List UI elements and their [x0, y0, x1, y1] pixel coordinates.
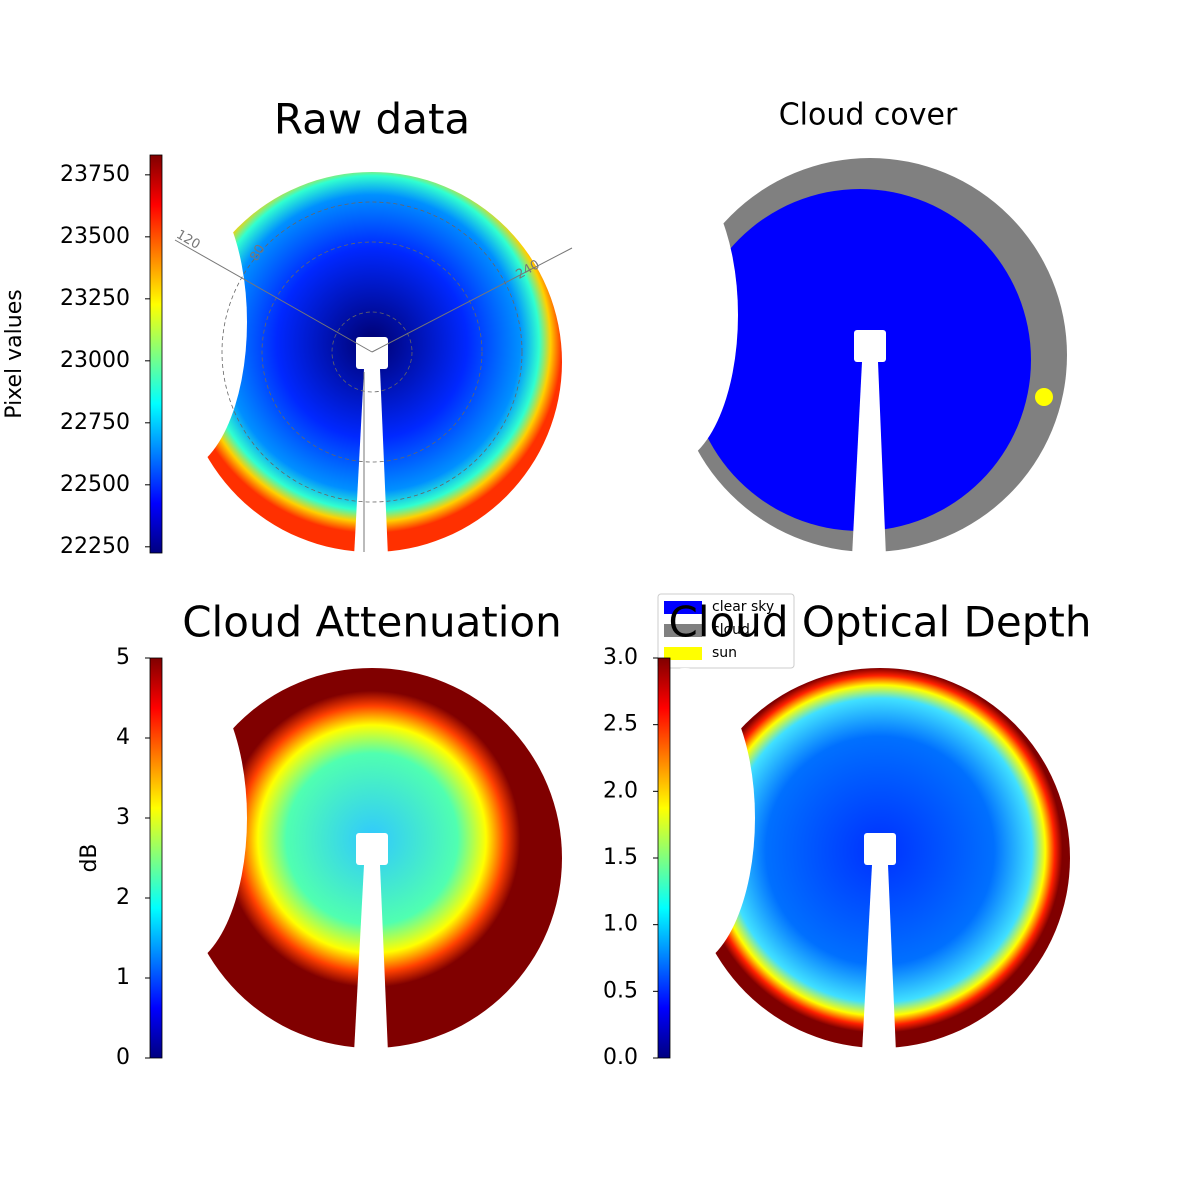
mast-head — [864, 833, 896, 865]
legend-label: clear sky — [712, 599, 774, 615]
mast — [852, 362, 886, 557]
mast-head — [356, 337, 388, 369]
legend-swatch — [664, 601, 702, 614]
colorbar-tick-label: 4 — [116, 725, 130, 750]
legend-label: cloud — [712, 622, 750, 638]
sky-image — [107, 172, 573, 557]
colorbar-tick-label: 3.0 — [603, 645, 638, 670]
colorbar-tick-label: 3 — [116, 805, 130, 830]
polar-label: 80 — [247, 242, 268, 264]
polar-grid — [331, 311, 413, 393]
obstruction — [598, 165, 738, 465]
legend-label: sun — [712, 645, 737, 661]
colorbar-tick-label: 2.5 — [603, 712, 638, 737]
mast — [354, 865, 388, 1053]
colorbar-tick-label: 1.5 — [603, 845, 638, 870]
colorbar-label: dB — [77, 843, 102, 872]
sun-marker — [1035, 388, 1053, 406]
polar-axis — [371, 247, 573, 353]
colorbar-tick-label: 0 — [116, 1045, 130, 1070]
legend-swatch — [664, 647, 702, 660]
sky-image — [615, 668, 1070, 1053]
panel-title: Cloud Optical Depth — [669, 598, 1092, 647]
colorbar-tick-label: 5 — [116, 645, 130, 670]
colorbar-tick-label: 22750 — [60, 410, 130, 435]
panel-title: Raw data — [274, 95, 470, 144]
sky-image — [107, 668, 562, 1053]
colorbar — [657, 657, 671, 1059]
sky-image — [598, 158, 1067, 557]
mast-head — [356, 833, 388, 865]
mast — [354, 369, 388, 557]
colorbar-tick-label: 0.0 — [603, 1045, 638, 1070]
colorbar-tick-label: 2 — [116, 885, 130, 910]
obstruction — [107, 668, 247, 968]
colorbar-tick-label: 1 — [116, 965, 130, 990]
obstruction — [107, 172, 247, 472]
polar-grid — [221, 201, 523, 503]
colorbar-tick-label: 2.0 — [603, 778, 638, 803]
colorbar — [149, 154, 163, 554]
colorbar-tick-label: 22250 — [60, 534, 130, 559]
legend: clear sky cloud sun — [657, 593, 795, 669]
panel-title: Cloud Attenuation — [182, 598, 562, 647]
colorbar — [149, 657, 163, 1059]
polar-grid — [261, 241, 483, 463]
colorbar-label: Pixel values — [2, 289, 27, 418]
colorbar-tick-label: 23000 — [60, 348, 130, 373]
colorbar-tick-label: 23750 — [60, 162, 130, 187]
mast-head — [854, 330, 886, 362]
colorbar-tick-label: 23250 — [60, 286, 130, 311]
mast — [862, 865, 896, 1053]
colorbar-tick-label: 22500 — [60, 472, 130, 497]
colorbar-tick-label: 0.5 — [603, 978, 638, 1003]
colorbar-tick-label: 23500 — [60, 224, 130, 249]
panel-title: Cloud cover — [779, 98, 958, 133]
polar-axis — [174, 239, 373, 353]
colorbar-tick-label: 1.0 — [603, 912, 638, 937]
obstruction — [615, 668, 755, 968]
legend-swatch — [664, 624, 702, 637]
